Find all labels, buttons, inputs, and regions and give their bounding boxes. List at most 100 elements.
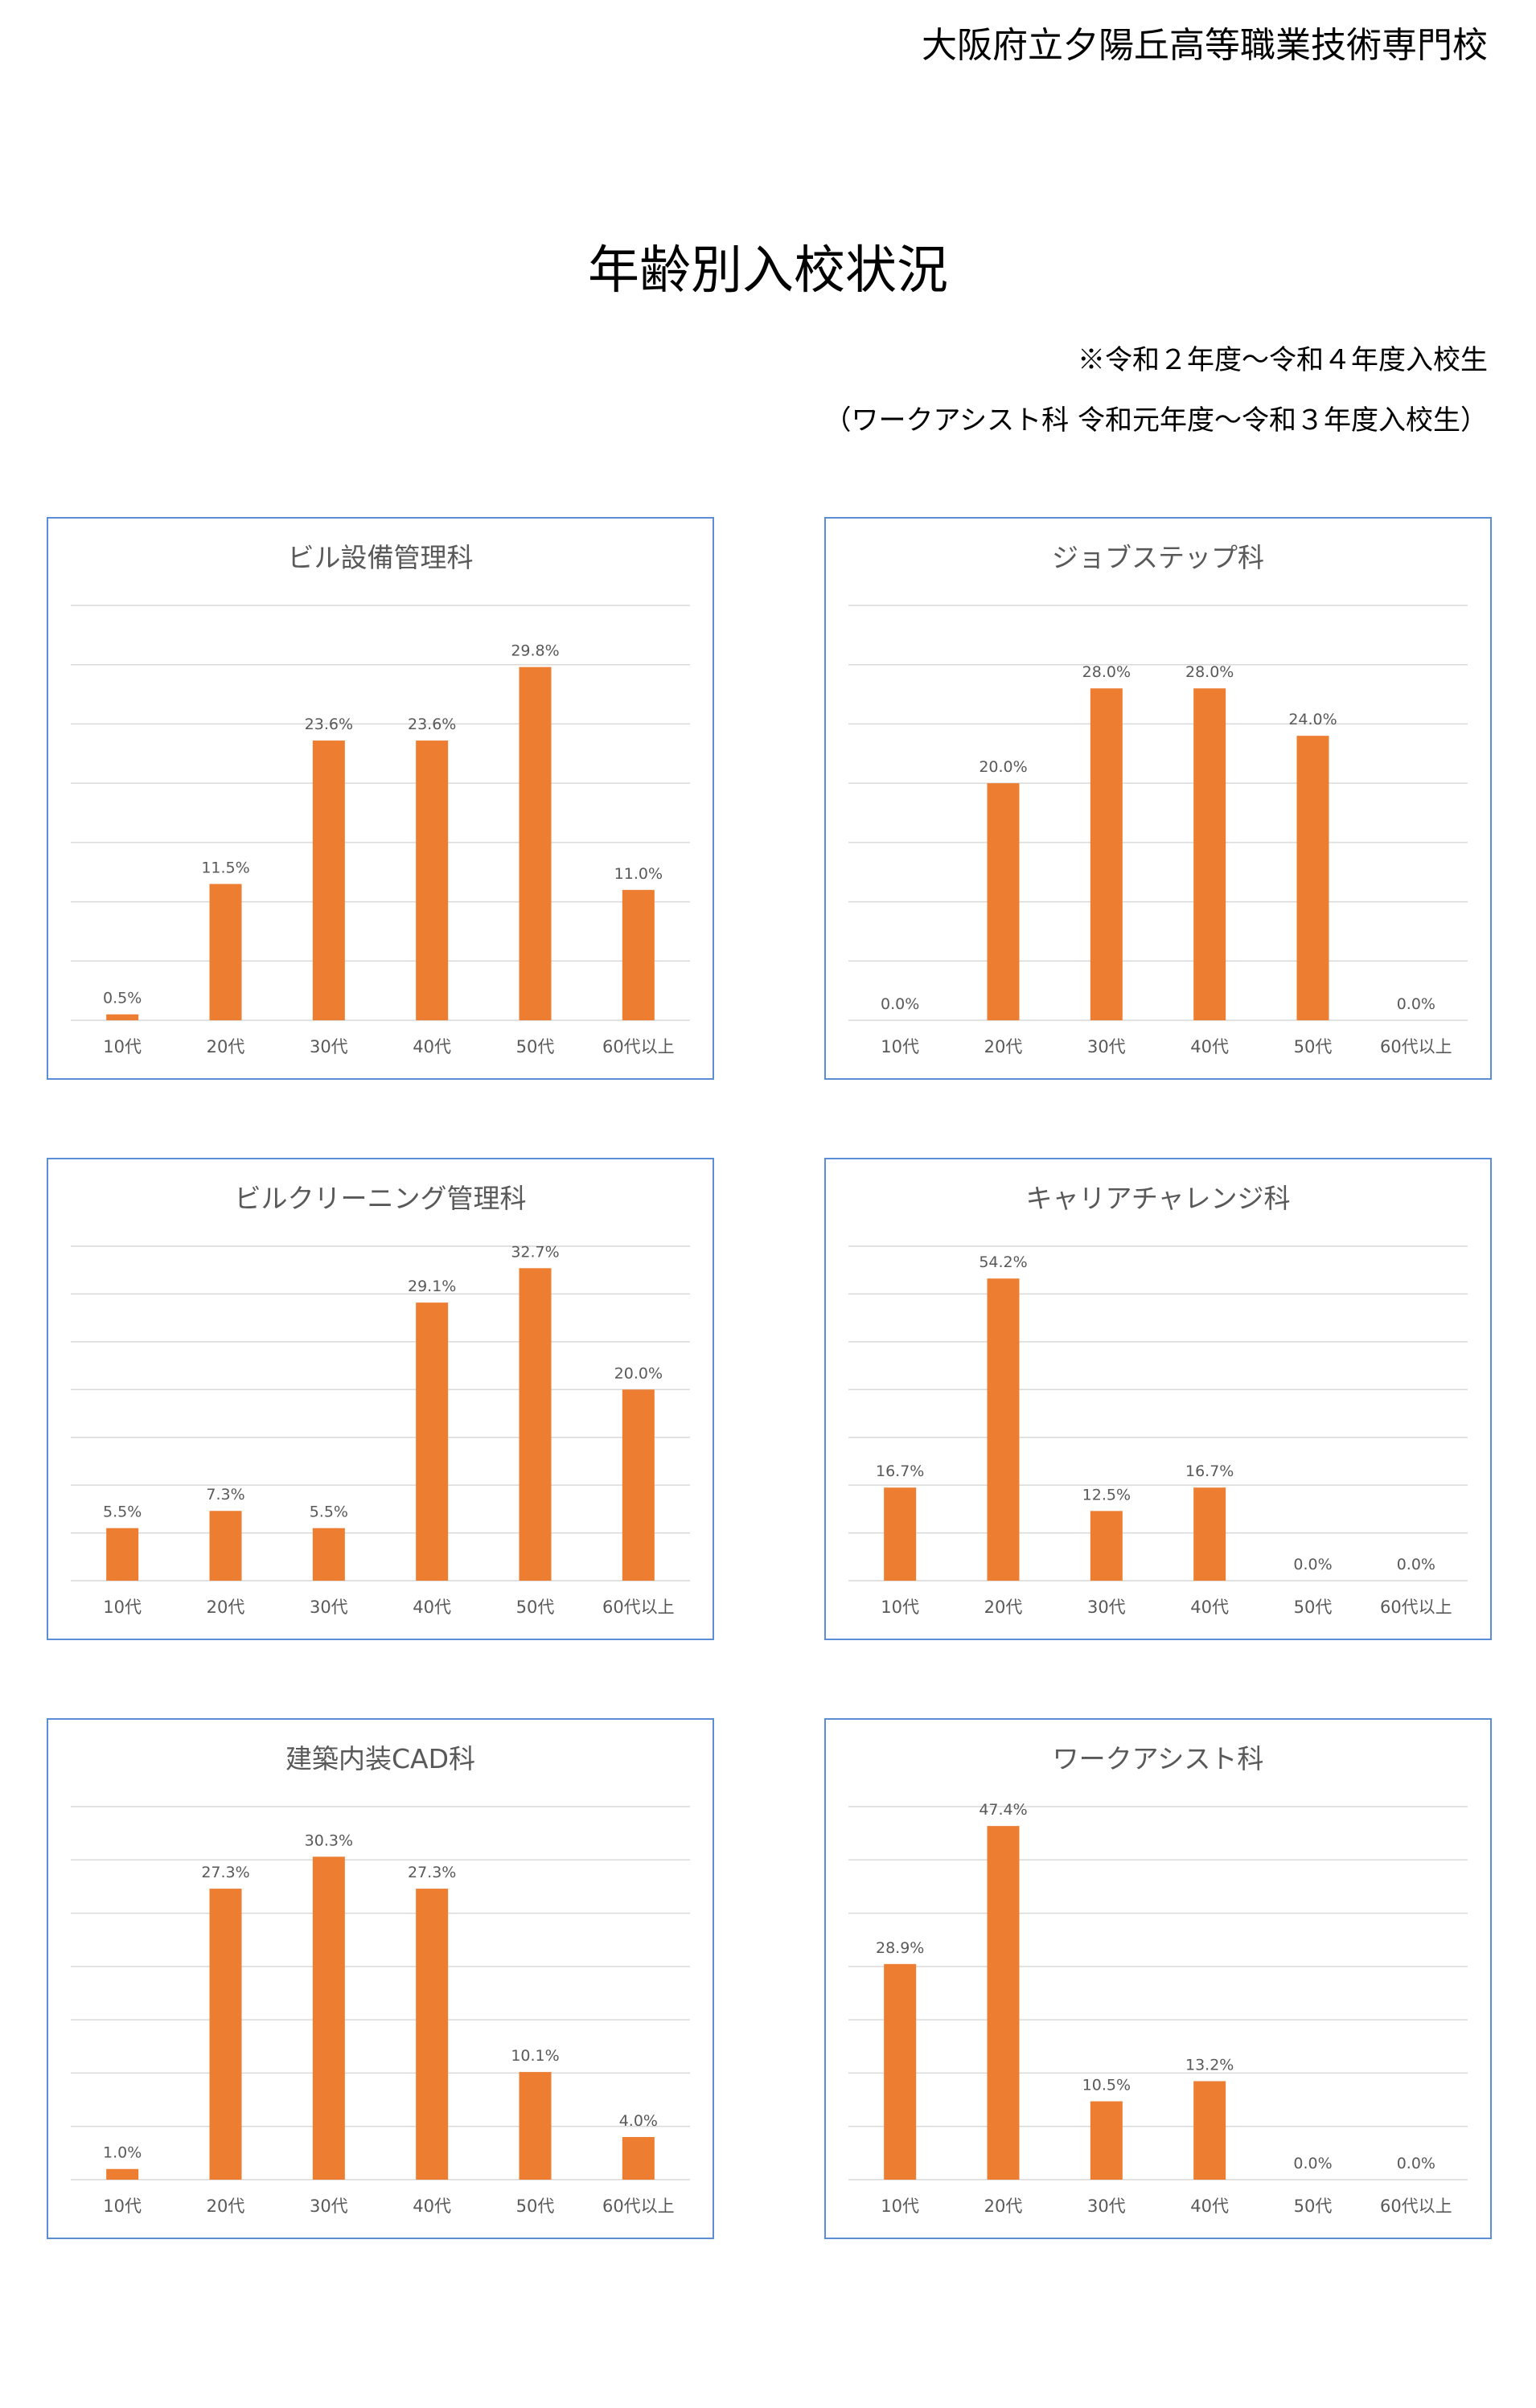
category-label: 40代 (1190, 2197, 1229, 2216)
bar (1090, 2101, 1123, 2180)
data-label: 10.5% (1082, 2077, 1131, 2094)
data-label: 24.0% (1288, 711, 1337, 728)
data-label: 16.7% (876, 1462, 924, 1480)
data-label: 10.1% (511, 2047, 559, 2065)
category-label: 30代 (1087, 1037, 1126, 1056)
bar (209, 1511, 242, 1581)
bar (416, 1889, 449, 2180)
chart-svg: ジョブステップ科 0.0% 10代 20.0% 20代 28.0% 30代 28.0% 40代 2… (848, 542, 1468, 1056)
data-label: 13.2% (1185, 2057, 1234, 2074)
data-label: 5.5% (310, 1503, 348, 1521)
category-label: 20代 (984, 1598, 1023, 1617)
data-label: 23.6% (305, 716, 353, 733)
data-label: 54.2% (979, 1253, 1027, 1271)
data-label: 0.0% (1397, 995, 1435, 1013)
data-label: 12.5% (1082, 1486, 1131, 1503)
bar (622, 889, 655, 1020)
category-label: 50代 (1294, 1598, 1333, 1617)
bar (1296, 736, 1329, 1020)
data-label: 7.3% (206, 1486, 244, 1503)
bar (1193, 1487, 1226, 1581)
period-note-workassist: （ワークアシスト科 令和元年度～令和３年度入校生） (823, 404, 1488, 437)
category-label: 20代 (984, 1037, 1023, 1056)
chart-svg: ワークアシスト科 28.9% 10代 47.4% 20代 10.5% 30代 13.2% 40代… (848, 1743, 1468, 2216)
category-label: 10代 (103, 1037, 142, 1056)
data-label: 32.7% (511, 1243, 559, 1261)
category-label: 60代以上 (602, 2197, 675, 2216)
category-label: 10代 (881, 1598, 919, 1617)
category-label: 50代 (1294, 2197, 1333, 2216)
chart-title: ビルクリーニング管理科 (235, 1183, 527, 1214)
chart-job-step: ジョブステップ科 0.0% 10代 20.0% 20代 28.0% 30代 28.0% 40代 2… (824, 517, 1492, 1080)
category-label: 20代 (207, 1037, 245, 1056)
category-label: 40代 (413, 1037, 451, 1056)
data-label: 1.0% (103, 2144, 142, 2162)
data-label: 11.5% (201, 859, 249, 876)
school-name: 大阪府立夕陽丘高等職業技術専門校 (922, 25, 1488, 66)
category-label: 10代 (881, 1037, 919, 1056)
bar (312, 740, 345, 1020)
bar (1193, 688, 1226, 1020)
bar (312, 1528, 345, 1581)
bar (987, 783, 1020, 1020)
bar (1193, 2081, 1226, 2180)
category-label: 40代 (1190, 1598, 1229, 1617)
data-label: 0.0% (881, 995, 919, 1013)
category-label: 10代 (103, 1598, 142, 1617)
data-label: 0.0% (1293, 1556, 1332, 1573)
chart-svg: ビル設備管理科 0.5% 10代 11.5% 20代 23.6% 30代 23.6% 40代 29… (71, 542, 690, 1056)
category-label: 60代以上 (1380, 1037, 1452, 1056)
category-label: 40代 (413, 2197, 451, 2216)
period-note: ※令和２年度～令和４年度入校生 (1078, 344, 1488, 376)
data-label: 28.9% (876, 1939, 924, 1957)
category-label: 40代 (413, 1598, 451, 1617)
bar (416, 1302, 449, 1581)
bar (987, 1278, 1020, 1581)
category-label: 30代 (1087, 1598, 1126, 1617)
chart-svg: 建築内装CAD科 1.0% 10代 27.3% 20代 30.3% 30代 27.3% 40代 1… (71, 1743, 690, 2216)
data-label: 5.5% (103, 1503, 142, 1521)
data-label: 29.8% (511, 642, 559, 660)
bar (519, 2072, 552, 2180)
data-label: 47.4% (979, 1801, 1027, 1819)
category-label: 40代 (1190, 1037, 1229, 1056)
category-label: 50代 (1294, 1037, 1333, 1056)
category-label: 60代以上 (1380, 2197, 1452, 2216)
chart-building-cleaning: ビルクリーニング管理科 5.5% 10代 7.3% 20代 5.5% 30代 29.1% 40代… (47, 1158, 714, 1640)
data-label: 27.3% (408, 1864, 456, 1881)
chart-architecture-cad: 建築内装CAD科 1.0% 10代 27.3% 20代 30.3% 30代 27.3% 40代 1… (47, 1718, 714, 2239)
data-label: 4.0% (619, 2112, 658, 2130)
chart-work-assist: ワークアシスト科 28.9% 10代 47.4% 20代 10.5% 30代 13.2% 40代… (824, 1718, 1492, 2239)
category-label: 50代 (516, 1598, 555, 1617)
chart-title: キャリアチャレンジ科 (1025, 1183, 1290, 1214)
bar (209, 884, 242, 1020)
data-label: 0.0% (1397, 2155, 1435, 2172)
category-label: 60代以上 (602, 1598, 675, 1617)
bar (622, 1389, 655, 1581)
data-label: 27.3% (201, 1864, 249, 1881)
data-label: 0.0% (1397, 1556, 1435, 1573)
chart-title: 建築内装CAD科 (285, 1743, 475, 1774)
data-label: 16.7% (1185, 1462, 1234, 1480)
category-label: 20代 (207, 2197, 245, 2216)
category-label: 30代 (1087, 2197, 1126, 2216)
bar (106, 1528, 139, 1581)
category-label: 30代 (310, 1598, 348, 1617)
data-label: 0.0% (1293, 2155, 1332, 2172)
category-label: 60代以上 (602, 1037, 675, 1056)
data-label: 29.1% (408, 1278, 456, 1295)
category-label: 10代 (103, 2197, 142, 2216)
bar (519, 1268, 552, 1581)
category-label: 30代 (310, 1037, 348, 1056)
chart-title: ワークアシスト科 (1053, 1743, 1264, 1774)
page-title: 年齢別入校状況 (588, 241, 948, 301)
bar (1090, 688, 1123, 1020)
chart-title: ジョブステップ科 (1052, 542, 1264, 573)
bar (416, 740, 449, 1020)
category-label: 50代 (516, 2197, 555, 2216)
chart-svg: ビルクリーニング管理科 5.5% 10代 7.3% 20代 5.5% 30代 29.1% 40代… (71, 1183, 690, 1617)
bar (519, 667, 552, 1020)
bar (312, 1856, 345, 2180)
category-label: 60代以上 (1380, 1598, 1452, 1617)
bar (106, 1014, 139, 1020)
